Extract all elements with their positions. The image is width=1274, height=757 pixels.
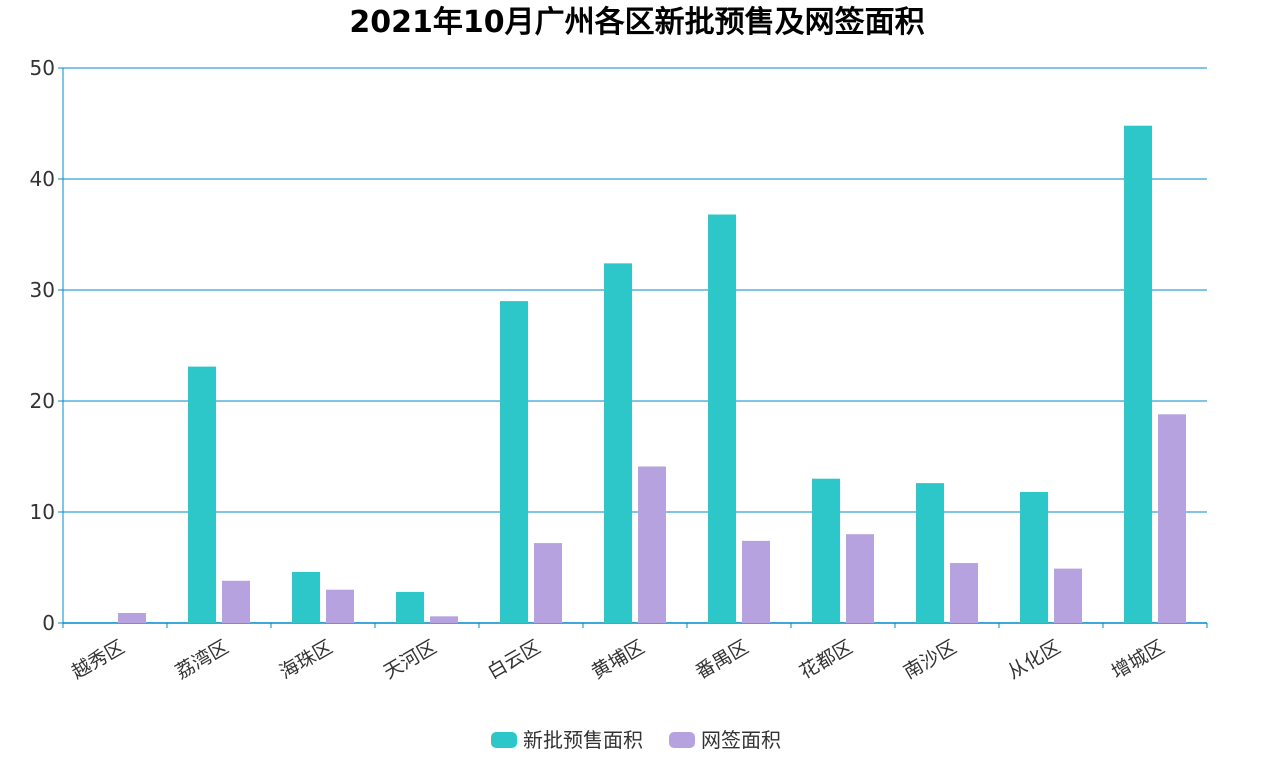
x-tick-label: 番禺区 [692,636,752,684]
legend-item-1[interactable]: 网签面积 [669,728,781,752]
x-tick-label: 黄埔区 [588,636,648,684]
y-tick-label: 30 [30,278,55,302]
legend-label: 新批预售面积 [523,728,643,752]
bar-presale-8[interactable] [916,483,944,623]
bar-signed-10[interactable] [1158,414,1186,623]
grid-lines [63,67,1207,513]
y-tick-label: 40 [30,167,55,191]
bar-presale-5[interactable] [604,263,632,623]
x-tick-label: 花都区 [796,636,856,684]
chart-title: 2021年10月广州各区新批预售及网签面积 [349,5,924,40]
x-tick-label: 从化区 [1004,636,1064,684]
legend-swatch [669,732,695,748]
bar-signed-9[interactable] [1054,568,1082,623]
bar-signed-2[interactable] [326,589,354,623]
axes [58,67,1208,628]
bar-signed-3[interactable] [430,616,458,623]
x-tick-label: 天河区 [380,636,440,684]
bar-signed-1[interactable] [222,580,250,623]
bar-signed-5[interactable] [638,466,666,623]
legend[interactable]: 新批预售面积 网签面积 [491,728,781,752]
bar-presale-3[interactable] [396,591,424,623]
legend-label: 网签面积 [701,728,781,752]
bar-presale-7[interactable] [812,478,840,623]
bar-signed-4[interactable] [534,543,562,623]
bar-presale-10[interactable] [1124,125,1152,623]
x-tick-label: 增城区 [1108,636,1168,684]
y-tick-label: 0 [42,611,55,635]
bar-signed-7[interactable] [846,534,874,623]
legend-swatch [491,732,517,748]
bar-signed-8[interactable] [950,563,978,623]
bar-presale-1[interactable] [188,366,216,623]
bar-signed-6[interactable] [742,540,770,623]
y-tick-label: 10 [30,500,55,524]
x-tick-label: 荔湾区 [172,636,232,684]
bars [118,125,1186,623]
x-tick-label: 白云区 [484,636,544,684]
x-tick-label: 越秀区 [68,636,128,684]
y-tick-label: 50 [30,56,55,80]
legend-item-0[interactable]: 新批预售面积 [491,728,643,752]
bar-presale-4[interactable] [500,301,528,623]
bar-presale-2[interactable] [292,571,320,623]
y-tick-label: 20 [30,389,55,413]
x-tick-label: 海珠区 [276,636,336,684]
bar-presale-9[interactable] [1020,492,1048,623]
bar-presale-6[interactable] [708,214,736,623]
bar-signed-0[interactable] [118,613,146,623]
x-tick-label: 南沙区 [900,636,960,684]
